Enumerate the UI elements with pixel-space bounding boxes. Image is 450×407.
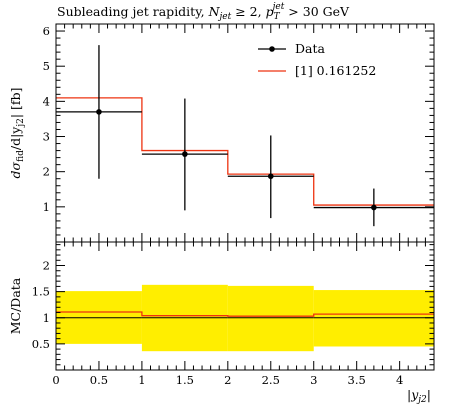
title-pt: p (266, 4, 274, 19)
title-prefix: Subleading jet rapidity, (57, 4, 209, 19)
data-point (267, 173, 274, 180)
xlabel-close: | (427, 387, 431, 402)
main-y-tick-label: 3 (43, 130, 50, 144)
x-tick-label: 2.5 (262, 373, 280, 387)
ratio-y-tick-label: 1 (43, 311, 50, 325)
data-point (182, 151, 188, 157)
mc-histogram-line (56, 97, 434, 206)
xlabel-open: | (407, 387, 411, 402)
x-tick-label: 1 (138, 373, 145, 387)
ratio-y-tick-label: 2 (43, 259, 50, 273)
ylabel-mid: /d|y (8, 126, 23, 150)
ylabel-sub2: j2 (16, 118, 26, 128)
ylabel-d: dσ (8, 161, 23, 178)
ratio-mc-line (56, 311, 434, 317)
data-point (96, 109, 102, 115)
main-y-tick-label: 6 (43, 24, 50, 38)
legend-mc-label: [1] 0.161252 (295, 63, 376, 78)
ylabel-sub1: fid (16, 150, 26, 162)
x-tick-label: 3 (310, 373, 317, 387)
ratio-y-tick-label: 1.5 (32, 285, 50, 299)
ratio-plot: 0.5 1 1.5 2 0 0.5 1 1.5 2 2.5 3 3.5 4 (32, 241, 435, 387)
title-njet: N (208, 4, 221, 19)
data-point (371, 204, 377, 211)
title-njet-sub: jet (218, 12, 232, 22)
title-ge: ≥ 2, (231, 4, 265, 19)
x-tick-label: 4 (396, 373, 403, 387)
main-y-tick-label: 5 (43, 59, 50, 73)
main-y-tick-label: 2 (43, 165, 50, 179)
ratio-uncertainty-band (313, 290, 434, 347)
x-tick-label: 0 (52, 373, 59, 387)
main-y-tick-label: 4 (43, 94, 50, 108)
xlabel-y: y (410, 387, 419, 402)
y-axis-label: dσfid/d|yj2| [fb] (8, 88, 26, 179)
ratio-uncertainty-band (227, 285, 314, 352)
title-pt-sup: jet (271, 2, 285, 12)
xlabel-sub: j2 (416, 395, 427, 405)
ylabel-end: | [fb] (8, 88, 23, 119)
title-pt-sub: T (274, 12, 281, 22)
main-y-tick-label: 1 (43, 200, 50, 214)
main-plot: 1 2 3 4 5 6 (43, 23, 435, 243)
main-plot-frame (55, 23, 435, 243)
title-suffix: > 30 GeV (284, 4, 350, 19)
x-tick-label: 0.5 (90, 373, 108, 387)
x-axis-label: |yj2| (407, 387, 431, 405)
ratio-y-axis-label: MC/Data (8, 277, 23, 334)
ratio-y-tick-label: 0.5 (32, 337, 50, 351)
legend-data-label: Data (295, 41, 325, 56)
x-tick-label: 2 (224, 373, 231, 387)
x-tick-label: 3.5 (348, 373, 366, 387)
x-tick-label: 1.5 (176, 373, 194, 387)
chart-title: Subleading jet rapidity, Njet ≥ 2, pTjet… (57, 2, 350, 22)
legend: Data [1] 0.161252 (258, 41, 376, 78)
legend-data-marker (269, 46, 275, 52)
